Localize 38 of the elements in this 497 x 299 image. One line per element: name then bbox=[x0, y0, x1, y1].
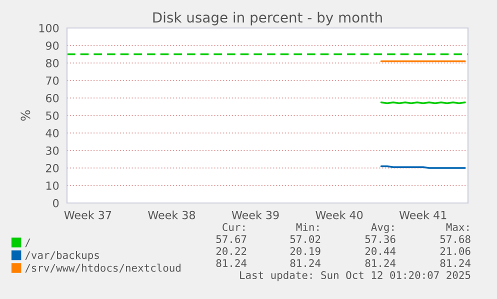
text: 57.67 bbox=[216, 235, 246, 244]
legend-label: /var/backups bbox=[25, 251, 99, 262]
text: Cur: bbox=[222, 223, 244, 232]
text: 57.02 bbox=[290, 235, 320, 244]
x-tick-label: Week 38 bbox=[148, 210, 196, 220]
y-tick-label: 90 bbox=[46, 41, 59, 50]
legend-label: /srv/www/htdocs/nextcloud bbox=[25, 264, 180, 273]
x-tick-label: Week 39 bbox=[232, 210, 279, 220]
text: 81.24 bbox=[216, 259, 247, 268]
y-tick-label: 100 bbox=[39, 24, 59, 32]
x-tick-label: Week 40 bbox=[316, 210, 363, 220]
legend-label: / bbox=[25, 238, 30, 248]
x-tick-label: Week 37 bbox=[64, 210, 112, 220]
text: 81.24 bbox=[365, 259, 396, 268]
text: Avg: bbox=[371, 223, 394, 234]
text: 20.22 bbox=[216, 247, 246, 256]
y-tick-label: 20 bbox=[46, 164, 59, 172]
y-tick-label: 70 bbox=[46, 76, 59, 85]
y-tick-label: 0 bbox=[53, 198, 59, 208]
text: Min: bbox=[296, 222, 318, 231]
text: 20.44 bbox=[365, 247, 396, 256]
text: 81.24 bbox=[440, 259, 471, 268]
text: Max: bbox=[446, 223, 468, 232]
text: 81.24 bbox=[290, 259, 321, 268]
y-axis-title: % bbox=[20, 110, 30, 121]
text: 57.68 bbox=[440, 235, 470, 244]
text: 57.36 bbox=[365, 235, 396, 244]
x-tick-label: Week 41 bbox=[399, 210, 446, 220]
y-tick-label: 30 bbox=[46, 146, 59, 155]
text: 21.06 bbox=[440, 247, 470, 256]
y-tick-label: 80 bbox=[46, 58, 59, 68]
text: Last update: Sun Oct 12 01:20:07 2025 bbox=[240, 270, 470, 282]
y-tick-label: 50 bbox=[46, 111, 59, 120]
chart-title: Disk usage in percent - by month bbox=[153, 12, 382, 26]
y-tick-label: 60 bbox=[46, 94, 59, 102]
text: 20.19 bbox=[290, 247, 320, 256]
y-tick-label: 10 bbox=[46, 181, 59, 190]
y-tick-label: 40 bbox=[46, 128, 59, 138]
